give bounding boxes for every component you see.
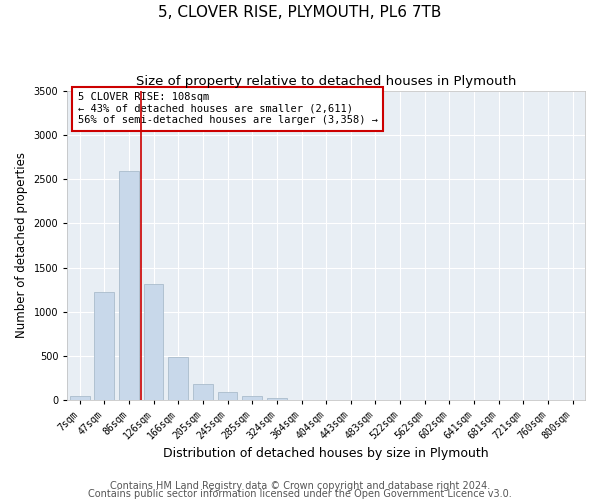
- Y-axis label: Number of detached properties: Number of detached properties: [15, 152, 28, 338]
- Bar: [169, 357, 188, 401]
- Bar: [242, 396, 262, 400]
- Bar: [144, 284, 163, 401]
- Text: 5 CLOVER RISE: 108sqm
← 43% of detached houses are smaller (2,611)
56% of semi-d: 5 CLOVER RISE: 108sqm ← 43% of detached …: [77, 92, 377, 126]
- Text: Contains public sector information licensed under the Open Government Licence v3: Contains public sector information licen…: [88, 489, 512, 499]
- Text: Contains HM Land Registry data © Crown copyright and database right 2024.: Contains HM Land Registry data © Crown c…: [110, 481, 490, 491]
- Bar: [193, 384, 213, 400]
- Title: Size of property relative to detached houses in Plymouth: Size of property relative to detached ho…: [136, 75, 517, 88]
- Bar: [218, 392, 238, 400]
- Bar: [267, 398, 287, 400]
- Bar: [70, 396, 89, 400]
- Text: 5, CLOVER RISE, PLYMOUTH, PL6 7TB: 5, CLOVER RISE, PLYMOUTH, PL6 7TB: [158, 5, 442, 20]
- Bar: [119, 171, 139, 400]
- X-axis label: Distribution of detached houses by size in Plymouth: Distribution of detached houses by size …: [163, 447, 489, 460]
- Bar: [94, 292, 114, 401]
